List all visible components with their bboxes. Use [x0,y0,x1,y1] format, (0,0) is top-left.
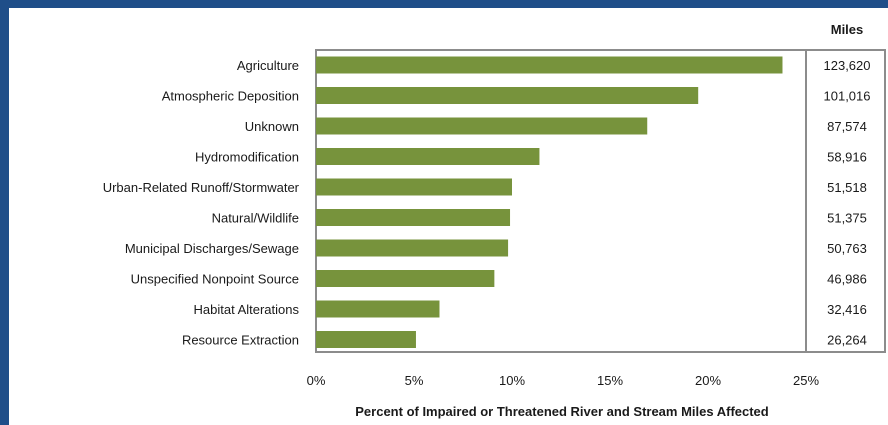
bar-1 [316,87,699,104]
bar-6 [316,239,509,257]
bar-0 [316,56,783,74]
x-tick-label-3: 15% [597,373,623,388]
x-tick-label-4: 20% [695,373,721,388]
x-tick-label-5: 25% [793,373,819,388]
bar-2 [316,117,648,135]
category-label-6: Municipal Discharges/Sewage [125,241,299,256]
category-label-0: Agriculture [237,58,299,73]
miles-column-header: Miles [831,22,864,37]
miles-values: 123,620 101,016 87,574 58,916 51,518 51,375 50… [824,58,871,348]
category-label-8: Habitat Alterations [193,302,299,317]
x-tick-label-1: 5% [405,373,424,388]
category-label-4: Urban-Related Runoff/Stormwater [103,180,300,195]
miles-value-2: 87,574 [827,119,867,134]
bar-9 [316,331,416,348]
miles-value-7: 46,986 [827,272,867,287]
category-label-9: Resource Extraction [182,333,299,348]
chart-frame: Miles Agriculture Atmospheric Deposition U… [9,8,888,425]
category-labels: Agriculture Atmospheric Deposition Unknown… [103,58,300,348]
category-label-1: Atmospheric Deposition [162,89,299,104]
miles-value-4: 51,518 [827,180,867,195]
category-label-7: Unspecified Nonpoint Source [131,272,299,287]
bar-chart: Miles Agriculture Atmospheric Deposition U… [103,22,886,419]
bars-group [316,56,783,348]
bar-8 [316,300,440,318]
bar-5 [316,209,511,226]
bar-3 [316,148,540,165]
category-label-3: Hydromodification [195,150,299,165]
bar-4 [316,178,512,196]
miles-value-8: 32,416 [827,302,867,317]
miles-value-6: 50,763 [827,241,867,256]
miles-column-frame [805,49,886,353]
bar-7 [316,270,495,287]
miles-value-9: 26,264 [827,333,867,348]
category-label-2: Unknown [245,119,299,134]
x-tick-label-0: 0% [307,373,326,388]
x-tick-label-2: 10% [499,373,525,388]
miles-value-1: 101,016 [824,89,871,104]
x-axis-title: Percent of Impaired or Threatened River … [355,404,769,419]
x-axis-ticks: 0% 5% 10% 15% 20% 25% [307,373,820,388]
miles-value-3: 58,916 [827,150,867,165]
category-label-5: Natural/Wildlife [212,211,299,226]
miles-value-5: 51,375 [827,211,867,226]
miles-value-0: 123,620 [824,58,871,73]
